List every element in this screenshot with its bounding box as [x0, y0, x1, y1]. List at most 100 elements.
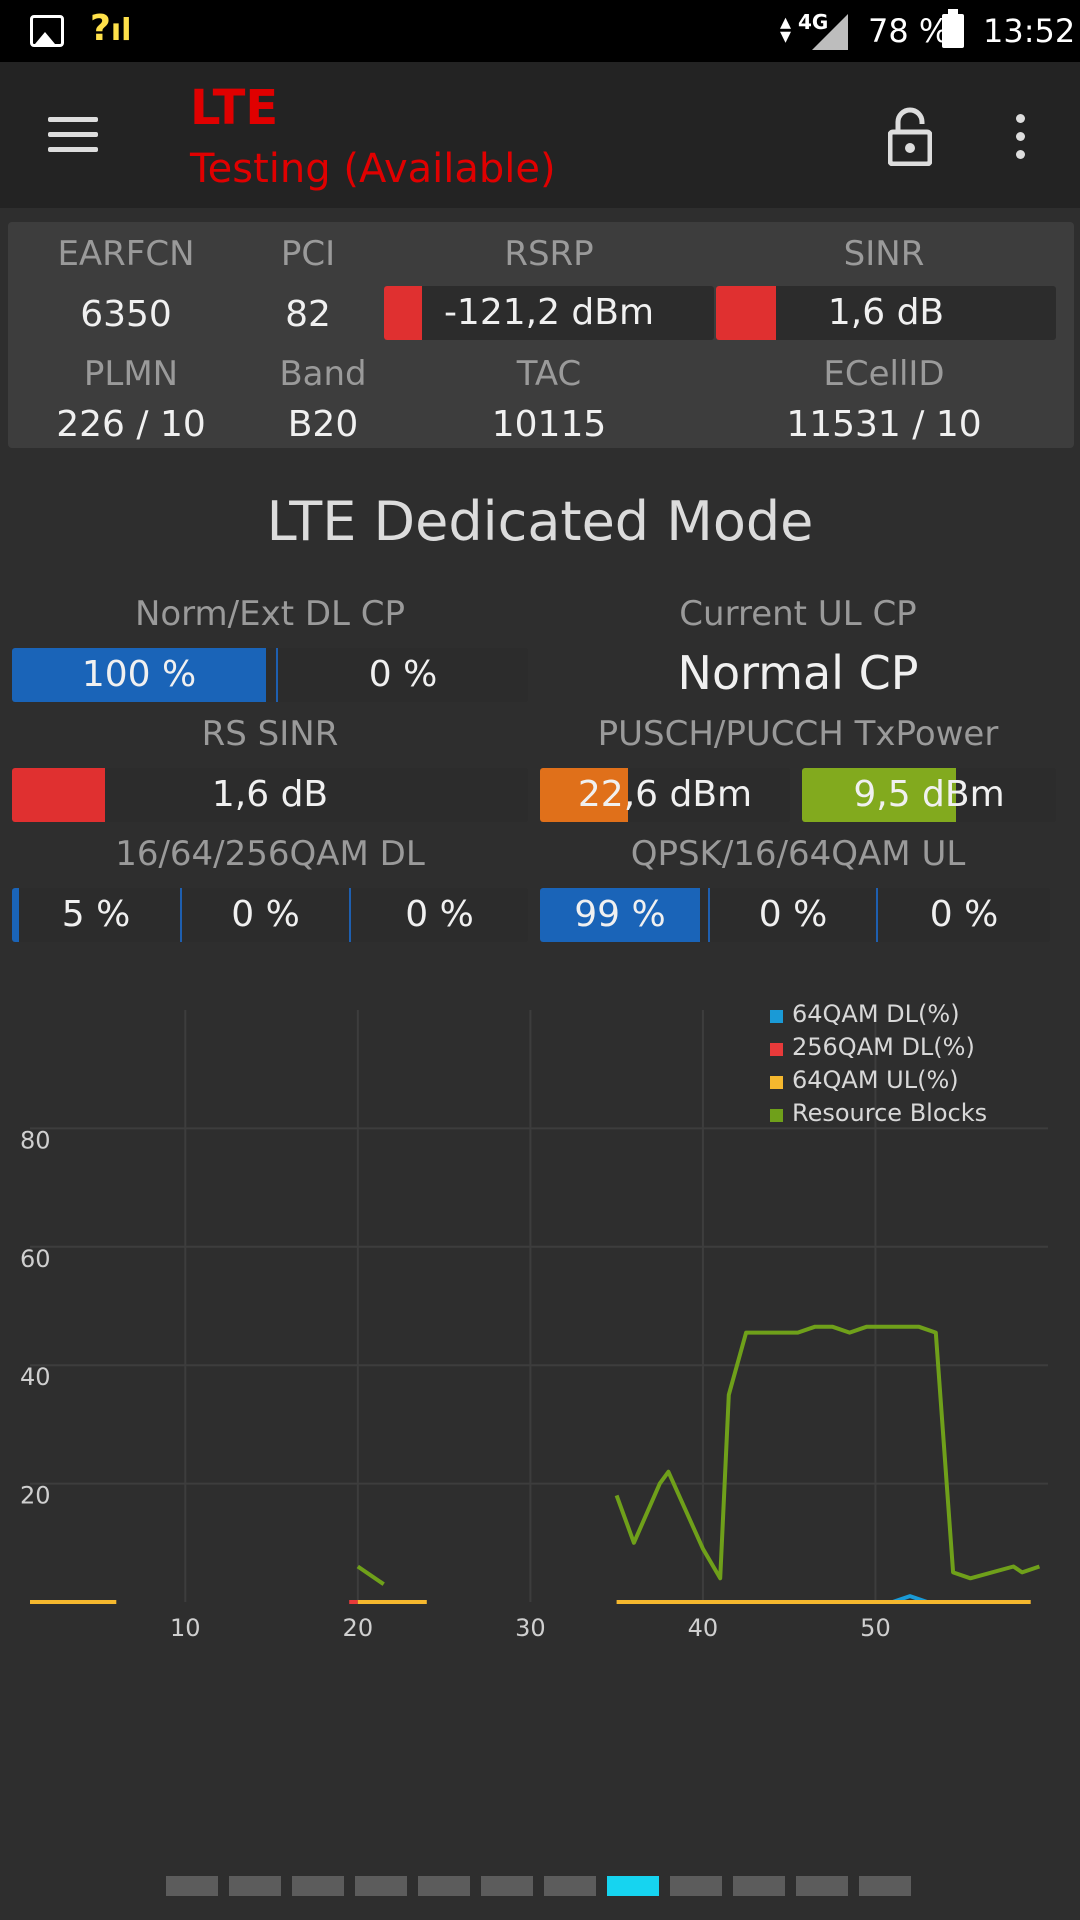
plmn-label: PLMN [83, 354, 179, 394]
sinr-label: SINR [843, 234, 925, 274]
pusch-bar: 22,6 dBm [540, 768, 790, 822]
ecellid-value: 11531 / 10 [786, 404, 982, 445]
series-line [356, 1564, 385, 1586]
rsrp-value: -121,2 dBm [443, 292, 655, 333]
pucch-bar: 9,5 dBm [802, 768, 1056, 822]
pusch-pucch-label: PUSCH/PUCCH TxPower [597, 714, 999, 754]
page-dot[interactable] [859, 1876, 911, 1896]
page-dot[interactable] [229, 1876, 281, 1896]
4g-signal-icon [812, 14, 848, 50]
y-tick-label: 20 [20, 1482, 51, 1510]
x-tick-label: 20 [343, 1614, 374, 1642]
battery-percentage: 78 % [868, 12, 950, 50]
legend-label: 64QAM DL(%) [792, 1000, 960, 1028]
qam-ul-16-value: 0 % [758, 894, 828, 935]
rs-sinr-fill [12, 768, 105, 822]
x-tick-label: 40 [688, 1614, 719, 1642]
qam-dl-16-fill [12, 888, 19, 942]
legend-swatch [770, 1076, 783, 1089]
pci-label: PCI [280, 234, 336, 274]
norm-ext-dl-cp-bar: 100 % 0 % [12, 648, 528, 702]
norm-cp-value: 100 % [81, 654, 197, 695]
rs-sinr-bar: 1,6 dB [12, 768, 528, 822]
clock: 13:52 [983, 12, 1076, 50]
current-ul-cp-label: Current UL CP [679, 594, 917, 634]
pusch-fill [540, 768, 628, 822]
x-tick-label: 50 [860, 1614, 891, 1642]
more-vert-icon[interactable] [1012, 114, 1028, 160]
legend-swatch [770, 1043, 783, 1056]
qam-dl-16-value: 5 % [61, 894, 131, 935]
bar-divider [180, 888, 182, 942]
y-tick-label: 60 [20, 1245, 51, 1273]
page-dot[interactable] [418, 1876, 470, 1896]
norm-cp-fill [12, 648, 266, 702]
qam-dl-256-value: 0 % [405, 894, 474, 935]
band-label: Band [279, 354, 367, 394]
ecellid-label: ECellID [823, 354, 945, 394]
battery-icon [942, 9, 964, 48]
rsrp-bar-fill [384, 286, 422, 340]
section-title: LTE Dedicated Mode [266, 490, 814, 553]
tac-label: TAC [516, 354, 582, 394]
page-dot[interactable] [544, 1876, 596, 1896]
legend-swatch [770, 1109, 783, 1122]
page-dot[interactable] [292, 1876, 344, 1896]
qam-ul-qpsk-fill [540, 888, 700, 942]
y-tick-label: 80 [20, 1126, 51, 1154]
y-tick-label: 40 [20, 1363, 51, 1391]
legend-label: 256QAM DL(%) [792, 1033, 975, 1061]
page-dot[interactable] [355, 1876, 407, 1896]
qam-dl-64-value: 0 % [231, 894, 300, 935]
gallery-icon [30, 15, 64, 47]
sinr-bar: 1,6 dB [716, 286, 1056, 340]
x-tick-label: 30 [515, 1614, 546, 1642]
tac-value: 10115 [491, 404, 607, 445]
app-bar: LTE Testing (Available) [0, 62, 1080, 208]
plmn-value: 226 / 10 [56, 404, 206, 445]
bar-divider [876, 888, 878, 942]
qam-ul-qpsk-value: 99 % [574, 894, 666, 935]
earfcn-label: EARFCN [57, 234, 195, 274]
qam-dl-label: 16/64/256QAM DL [115, 834, 425, 874]
pucch-fill [802, 768, 956, 822]
menu-icon[interactable] [48, 117, 98, 153]
x-tick-label: 10 [170, 1614, 201, 1642]
modulation-chart: 10 20 30 40 50 20 40 60 80 64QAM DL(%) 256QAM DL(%… [20, 1000, 1048, 1642]
status-bar: ?ıl ▴ ▾ 4G 78 % 13:52 [0, 0, 1080, 62]
page-dot[interactable] [481, 1876, 533, 1896]
series-line [614, 1324, 1041, 1581]
qam-ul-64-value: 0 % [929, 894, 999, 935]
bar-divider [276, 648, 278, 702]
lock-open-icon[interactable] [888, 106, 932, 166]
earfcn-value: 6350 [80, 294, 172, 335]
current-ul-cp-value: Normal CP [677, 646, 919, 700]
rs-sinr-label: RS SINR [201, 714, 339, 754]
page-dot[interactable] [607, 1876, 659, 1896]
sinr-bar-fill [716, 286, 776, 340]
bar-divider [708, 888, 710, 942]
page-indicator [166, 1876, 916, 1896]
legend-label: Resource Blocks [792, 1099, 987, 1127]
band-value: B20 [287, 404, 359, 445]
cell-info-panel: EARFCN PCI RSRP SINR 6350 82 -121,2 dBm … [8, 222, 1074, 448]
page-dot[interactable] [796, 1876, 848, 1896]
data-arrows-icon: ▴ ▾ [780, 10, 792, 49]
pucch-value: 9,5 dBm [853, 774, 1005, 815]
pusch-value: 22,6 dBm [577, 774, 753, 815]
qam-ul-bar: 99 % 0 % 0 % [540, 888, 1050, 942]
sinr-value: 1,6 dB [827, 292, 945, 333]
page-dot[interactable] [670, 1876, 722, 1896]
qam-ul-label: QPSK/16/64QAM UL [630, 834, 966, 874]
rs-sinr-value: 1,6 dB [211, 774, 329, 815]
pci-value: 82 [285, 294, 331, 335]
page-title: LTE [190, 80, 279, 136]
page-dot[interactable] [733, 1876, 785, 1896]
signal-unknown-icon: ?ıl [90, 8, 132, 49]
legend-label: 64QAM UL(%) [792, 1066, 959, 1094]
page-subtitle: Testing (Available) [190, 146, 556, 192]
rsrp-label: RSRP [504, 234, 594, 274]
legend-swatch [770, 1010, 783, 1023]
qam-dl-bar: 5 % 0 % 0 % [12, 888, 528, 942]
page-dot[interactable] [166, 1876, 218, 1896]
